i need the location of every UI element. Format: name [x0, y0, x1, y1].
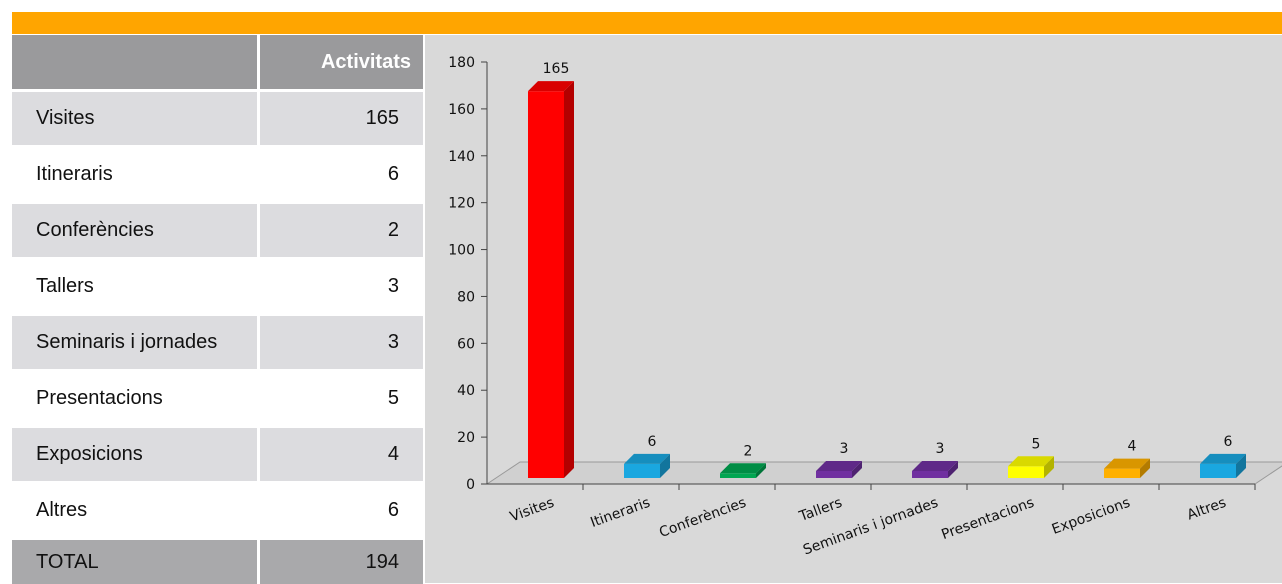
bar	[624, 453, 670, 478]
bar-front	[720, 473, 756, 478]
bar-front	[528, 91, 564, 478]
bar-top	[1104, 458, 1150, 469]
value-cell: 4	[257, 425, 423, 481]
bar-front	[624, 463, 660, 478]
value-cell: 5	[257, 369, 423, 425]
data-label: 6	[1224, 434, 1233, 450]
data-label: 4	[1128, 439, 1137, 455]
data-label: 2	[744, 443, 753, 459]
table-row: Tallers 3	[12, 257, 423, 313]
value-cell: 6	[257, 145, 423, 201]
y-tick-label: 140	[448, 149, 475, 165]
label-cell: Exposicions	[12, 425, 257, 481]
table-row: Visites 165	[12, 89, 423, 145]
table-row: Exposicions 4	[12, 425, 423, 481]
y-tick-label: 0	[466, 477, 475, 493]
data-label: 3	[840, 441, 849, 457]
bar-top	[816, 460, 862, 471]
y-tick-label: 100	[448, 243, 475, 259]
y-tick-label: 160	[448, 102, 475, 118]
bar-side	[948, 460, 958, 478]
bar	[1104, 458, 1150, 478]
bar	[912, 460, 958, 478]
value-cell: 6	[257, 481, 423, 537]
label-cell: TOTAL	[12, 537, 257, 584]
header-bar	[12, 12, 1282, 34]
label-cell: Visites	[12, 89, 257, 145]
label-cell: Seminaris i jornades	[12, 313, 257, 369]
bar-side	[660, 453, 670, 478]
bar-front	[1008, 466, 1044, 478]
bar-side	[1140, 458, 1150, 478]
value-cell: 194	[257, 537, 423, 584]
y-tick-label: 120	[448, 196, 475, 212]
bar	[816, 460, 862, 478]
value-cell: 2	[257, 201, 423, 257]
header-cell	[12, 35, 257, 89]
data-label: 6	[648, 434, 657, 450]
bar-side	[852, 460, 862, 478]
y-tick-label: 60	[457, 336, 475, 352]
table-row: Presentacions 5	[12, 369, 423, 425]
data-label: 165	[543, 61, 570, 77]
data-label: 5	[1032, 436, 1041, 452]
bar-top	[528, 81, 574, 92]
bar	[1200, 453, 1246, 478]
bar-side	[564, 81, 574, 478]
y-tick-label: 80	[457, 289, 475, 305]
chart: 020406080100120140160180Visites165Itiner…	[425, 35, 1282, 583]
bar-side	[756, 463, 766, 478]
header-cell: Activitats	[257, 35, 423, 89]
bar-top	[1008, 456, 1054, 467]
bar-front	[1200, 463, 1236, 478]
label-cell: Itineraris	[12, 145, 257, 201]
bar-top	[720, 463, 766, 474]
bar-front	[1104, 468, 1140, 478]
bar-side	[1044, 456, 1054, 478]
bar	[528, 81, 574, 478]
value-cell: 3	[257, 257, 423, 313]
bar-front	[912, 470, 948, 478]
data-label: 3	[936, 441, 945, 457]
table-row: TOTAL 194	[12, 537, 423, 584]
table-row: Itineraris 6	[12, 145, 423, 201]
bar-top	[624, 453, 670, 464]
table-row: Conferències 2	[12, 201, 423, 257]
bar-side	[1236, 453, 1246, 478]
data-table: Activitats Visites 165 Itineraris 6 Conferèn…	[12, 35, 423, 584]
label-cell: Conferències	[12, 201, 257, 257]
bar-front	[816, 470, 852, 478]
table-row: Altres 6	[12, 481, 423, 537]
bar-top	[912, 460, 958, 471]
y-tick-label: 40	[457, 383, 475, 399]
label-cell: Tallers	[12, 257, 257, 313]
y-tick-label: 20	[457, 430, 475, 446]
y-tick-label: 180	[448, 55, 475, 71]
bar-top	[1200, 453, 1246, 464]
value-cell: 3	[257, 313, 423, 369]
bar	[1008, 456, 1054, 478]
bar	[720, 463, 766, 478]
table-row: Seminaris i jornades 3	[12, 313, 423, 369]
floor	[485, 461, 1282, 485]
value-cell: 165	[257, 89, 423, 145]
label-cell: Altres	[12, 481, 257, 537]
label-cell: Presentacions	[12, 369, 257, 425]
